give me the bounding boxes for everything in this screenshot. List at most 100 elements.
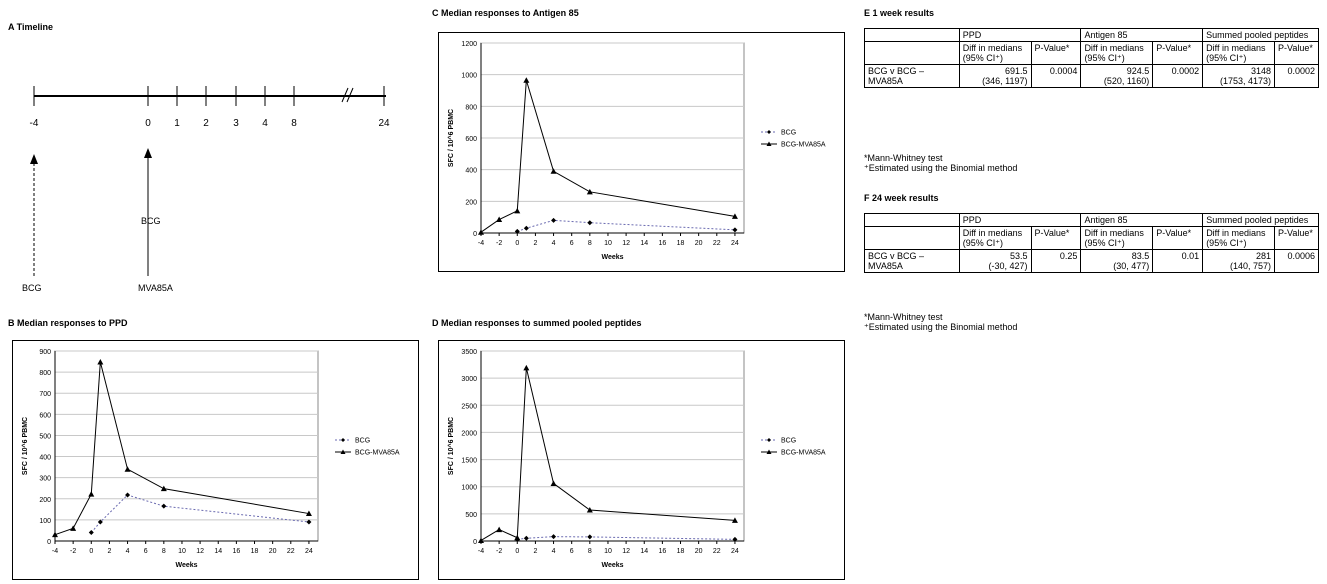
x-tick-label: 20 <box>269 548 277 555</box>
timeline-break-mark <box>346 87 354 103</box>
table-row: BCG v BCG – MVA85A 53.5 (-30, 427) 0.25 8… <box>864 249 1319 273</box>
data-point <box>523 364 530 371</box>
table-cell-diff: 691.5 (346, 1197) <box>958 64 1032 88</box>
y-tick-label: 500 <box>39 433 51 440</box>
data-point <box>478 537 484 543</box>
x-tick-label: 8 <box>588 240 592 247</box>
data-point <box>731 213 738 219</box>
table-subheader: Diff in medians (95% CI⁺) <box>958 226 1032 250</box>
y-tick-label: 0 <box>473 231 477 238</box>
y-tick-label: 400 <box>465 168 477 175</box>
y-tick-label: 1000 <box>461 485 477 492</box>
legend-marker <box>341 438 345 442</box>
timeline-tick-label: -4 <box>30 118 39 129</box>
table-group-header: PPD <box>958 213 1082 227</box>
x-tick-label: 6 <box>570 240 574 247</box>
plot-area <box>480 350 745 542</box>
arrow-head-icon <box>144 148 152 158</box>
chart-b-title: B Median responses to PPD <box>8 318 128 328</box>
chart-c-frame: 0 200 400 600 800 1000 1200 -4 -2 0 2 4 6 8 10 12 14 16 18… <box>438 32 845 272</box>
table-cell-empty <box>864 41 960 65</box>
x-axis-label: Weeks <box>601 254 623 261</box>
table-subheader: Diff in medians (95% CI⁺) <box>1080 41 1154 65</box>
data-point <box>731 517 738 523</box>
chart-c-title: C Median responses to Antigen 85 <box>432 8 579 18</box>
y-tick-label: 0 <box>47 539 51 546</box>
data-point <box>305 510 312 517</box>
data-point <box>97 519 103 525</box>
table-subheader: P-Value* <box>1274 41 1319 65</box>
y-tick-label: 3000 <box>461 376 477 383</box>
x-tick-label: -4 <box>478 548 484 555</box>
y-tick-label: 1200 <box>461 41 477 48</box>
timeline-tick-label: 8 <box>291 118 297 129</box>
table-f-title: F 24 week results <box>864 193 939 203</box>
x-tick-label: 8 <box>162 548 166 555</box>
data-point <box>496 216 503 223</box>
legend-marker <box>340 449 346 454</box>
timeline-ticks: -4 0 1 2 3 4 8 24 <box>30 86 390 129</box>
x-tick-label: 18 <box>677 548 685 555</box>
timeline-tick-label: 0 <box>145 118 151 129</box>
table-row-label: BCG v BCG – MVA85A <box>864 249 960 273</box>
table-subheader: P-Value* <box>1030 41 1082 65</box>
data-point <box>551 217 557 223</box>
x-tick-label: 10 <box>178 548 186 555</box>
data-point <box>124 466 131 472</box>
data-point <box>88 491 95 497</box>
x-tick-label: 4 <box>552 240 556 247</box>
x-tick-label: 14 <box>640 548 648 555</box>
y-tick-label: 1500 <box>461 458 477 465</box>
legend-label: BCG <box>781 130 796 137</box>
y-axis-label: SFC / 10^6 PBMC <box>447 417 455 475</box>
table-subheader: P-Value* <box>1030 226 1082 250</box>
legend-label: BCG <box>781 438 796 445</box>
data-point <box>523 535 529 541</box>
timeline-tick-label: 4 <box>262 118 268 129</box>
x-tick-label: -2 <box>70 548 76 555</box>
x-tick-label: 22 <box>713 548 721 555</box>
y-tick-label: 0 <box>473 539 477 546</box>
data-point <box>550 480 557 486</box>
timeline-label-bcg-boost: BCG <box>141 216 161 226</box>
y-tick-label: 400 <box>39 455 51 462</box>
timeline-tick-label: 3 <box>233 118 239 129</box>
data-point <box>88 530 94 536</box>
table-subheader: Diff in medians (95% CI⁺) <box>1202 226 1276 250</box>
timeline-break-mark <box>341 87 349 103</box>
data-point <box>306 519 312 525</box>
table-e-note-2: ⁺Estimated using the Binomial method <box>864 163 1018 173</box>
legend-marker <box>766 141 772 146</box>
y-tick-label: 2500 <box>461 403 477 410</box>
table-e: PPD Antigen 85 Summed pooled peptides Di… <box>864 28 1319 88</box>
x-tick-label: 14 <box>214 548 222 555</box>
chart-b-frame: 0 100 200 300 400 500 600 700 800 900 -4 -2 0 2 4 6 8 10 1… <box>12 340 419 580</box>
table-f-note-1: *Mann-Whitney test <box>864 312 943 322</box>
table-cell-p: 0.0002 <box>1152 64 1204 88</box>
data-point <box>551 534 557 540</box>
timeline-tick-label: 1 <box>174 118 180 129</box>
table-row: Diff in medians (95% CI⁺) P-Value* Diff … <box>864 226 1319 250</box>
table-cell-p: 0.01 <box>1152 249 1204 273</box>
table-e-title: E 1 week results <box>864 8 935 18</box>
legend-marker <box>767 130 771 134</box>
y-tick-label: 200 <box>39 497 51 504</box>
table-subheader: P-Value* <box>1152 41 1204 65</box>
arrow-head-icon <box>30 154 38 164</box>
x-tick-label: 22 <box>287 548 295 555</box>
data-point <box>586 188 593 195</box>
chart-d-frame: 0 500 1000 1500 2000 2500 3000 3500 -4 -2 0 2 4 6 8 10 1… <box>438 340 845 580</box>
table-cell-p: 0.0002 <box>1274 64 1319 88</box>
x-tick-label: 24 <box>731 548 739 555</box>
y-tick-label: 500 <box>465 512 477 519</box>
x-tick-label: 2 <box>533 548 537 555</box>
table-f: PPD Antigen 85 Summed pooled peptides Di… <box>864 213 1319 273</box>
legend-label: BCG <box>355 438 370 445</box>
x-tick-label: 12 <box>196 548 204 555</box>
x-tick-label: 18 <box>677 240 685 247</box>
x-tick-label: 0 <box>89 548 93 555</box>
x-tick-label: -4 <box>52 548 58 555</box>
data-point <box>478 229 484 235</box>
table-e-note-1: *Mann-Whitney test <box>864 153 943 163</box>
